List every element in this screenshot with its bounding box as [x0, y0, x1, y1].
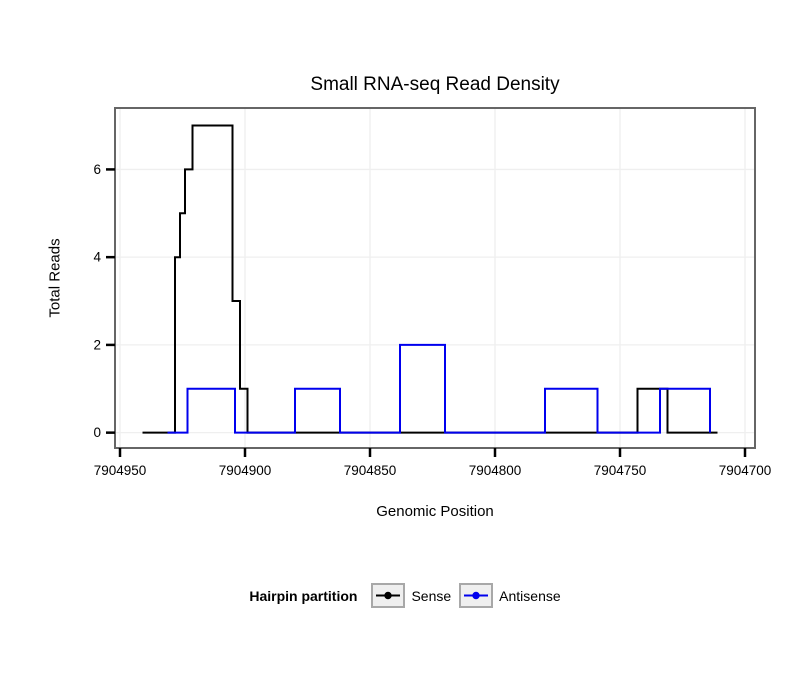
- panel-background: [115, 108, 755, 448]
- antisense-legend-key: [459, 583, 494, 608]
- x-tick-label: 7904700: [719, 463, 772, 478]
- x-axis-title: Genomic Position: [376, 503, 494, 520]
- legend-label-sense: Sense: [411, 587, 452, 604]
- y-axis-title: Total Reads: [46, 238, 64, 318]
- legend-title: Hairpin partition: [249, 587, 358, 604]
- sense-legend-key: [371, 583, 406, 608]
- antisense-key-icon: [464, 591, 489, 600]
- sense-series-line: [142, 124, 718, 434]
- y-tick-label: 6: [93, 162, 101, 177]
- antisense-series-line: [167, 343, 711, 434]
- legend-entry-sense: Sense: [371, 583, 451, 608]
- plot-area: 7904950 7904900 7904850 7904800 7904750 79047…: [93, 107, 772, 478]
- x-tick-label: 7904900: [219, 463, 272, 478]
- legend-entry-antisense: Antisense: [459, 583, 561, 608]
- y-tick-label: 4: [93, 250, 101, 265]
- panel-border: [114, 107, 756, 449]
- x-tick-label: 7904950: [94, 463, 147, 478]
- sense-key-icon: [376, 591, 401, 600]
- legend: Hairpin partition Sense Antisense: [0, 583, 810, 608]
- chart-title: Small RNA-seq Read Density: [310, 74, 560, 95]
- x-tick-label: 7904850: [344, 463, 397, 478]
- x-tick-label: 7904750: [594, 463, 647, 478]
- y-tick-label: 0: [93, 425, 101, 440]
- y-tick-label: 2: [93, 337, 101, 352]
- legend-label-antisense: Antisense: [499, 587, 561, 604]
- x-tick-label: 7904800: [469, 463, 522, 478]
